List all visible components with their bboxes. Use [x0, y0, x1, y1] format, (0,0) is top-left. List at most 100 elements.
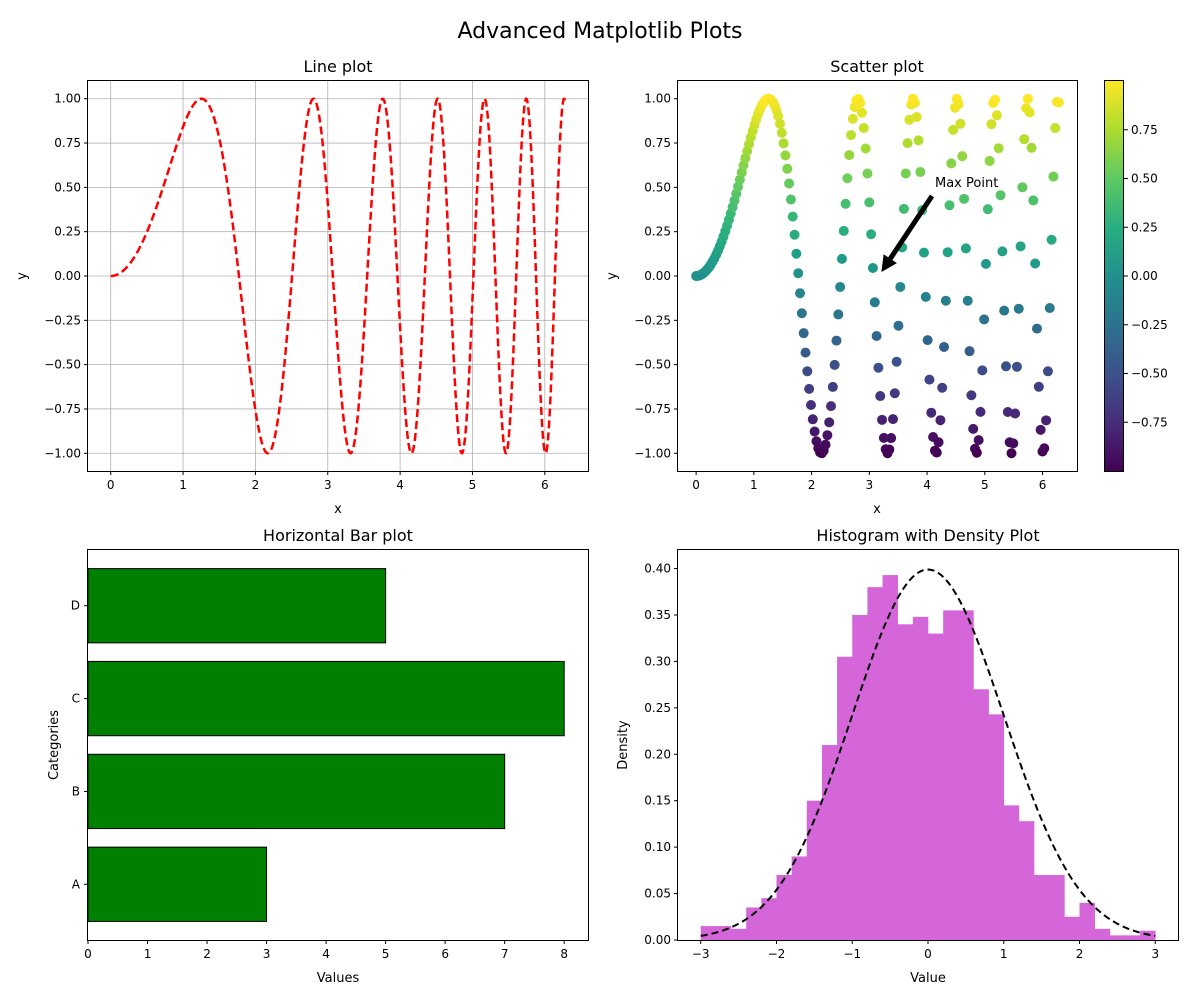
scatter-point: [926, 407, 937, 418]
bar-xtick-label: 1: [144, 947, 152, 961]
scatter-point: [782, 163, 793, 174]
annotation-arrow-head: [881, 254, 897, 272]
scatter-point: [784, 178, 795, 189]
scatter-point: [973, 435, 984, 446]
scatter-point: [827, 381, 838, 392]
scatter-point: [887, 414, 898, 425]
colorbar-tick-label: 0.50: [1131, 172, 1158, 186]
scatter-point: [869, 297, 880, 308]
scatter-ytick-label: −0.50: [634, 358, 671, 372]
scatter-point: [931, 447, 942, 458]
scatter-point: [898, 203, 909, 214]
scatter-point: [773, 111, 784, 122]
scatter-point: [913, 135, 924, 146]
scatter-point: [964, 346, 975, 357]
scatter-point: [1013, 303, 1024, 314]
histogram-bin: [973, 689, 989, 940]
bar-plot-panel: Horizontal Bar plot A B C D 0 1 2 3 4 5 6 7 8 Values…: [47, 526, 589, 986]
scatter-ytick-label: 1.00: [644, 92, 671, 106]
scatter-point: [891, 356, 902, 367]
annotation-text: Max Point: [935, 176, 998, 191]
colorbar-tick-label: −0.50: [1131, 367, 1168, 381]
scatter-point: [875, 391, 886, 402]
scatter-point: [802, 366, 813, 377]
scatter-point: [871, 331, 882, 341]
scatter-point: [776, 127, 787, 138]
scatter-point: [873, 362, 884, 373]
scatter-point: [860, 143, 871, 154]
line-plot-ticks: 0 1 2 3 4 5 6 −1.00 −0.75 −0.50 −0.25 0.00 0.25 0.50 0…: [44, 92, 548, 492]
histogram-bin: [776, 875, 792, 940]
scatter-ytick-label: 0.75: [644, 136, 671, 150]
line-plot-ytick-label: −0.75: [44, 402, 81, 416]
scatter-annotation: Max Point: [881, 176, 998, 272]
scatter-point: [982, 204, 993, 215]
scatter-ytick-label: 0.50: [644, 180, 671, 194]
scatter-point: [948, 124, 959, 135]
scatter-point: [886, 433, 897, 444]
scatter-point: [864, 197, 875, 208]
line-plot-xlabel: x: [334, 502, 342, 517]
colorbar: [1104, 80, 1124, 472]
scatter-point: [847, 113, 858, 124]
scatter-point: [840, 198, 851, 209]
scatter-point: [842, 173, 853, 184]
scatter-point: [884, 444, 895, 455]
histogram-xtick-label: 0: [924, 947, 932, 961]
histogram-bin: [837, 656, 853, 940]
scatter-point: [977, 365, 988, 376]
bar-plot-title: Horizontal Bar plot: [263, 526, 413, 545]
scatter-point: [942, 247, 953, 258]
scatter-point: [962, 295, 973, 306]
scatter-point: [800, 347, 811, 358]
line-plot-grid: [88, 81, 588, 471]
scatter-point: [900, 168, 911, 179]
colorbar-tick-label: −0.25: [1131, 318, 1168, 332]
scatter-ytick-label: 0.00: [644, 269, 671, 283]
histogram-xtick-label: 3: [1151, 947, 1159, 961]
scatter-ytick-label: −0.25: [634, 313, 671, 327]
scatter-point: [939, 341, 950, 352]
scatter-point: [826, 401, 837, 412]
scatter-point: [1028, 195, 1039, 206]
line-plot-ytick-label: 1.00: [54, 92, 81, 106]
histogram-bin: [700, 926, 717, 940]
bar-ytick-label: A: [72, 877, 81, 891]
line-plot-panel: Line plot 0 1 2 3 4 5 6 −1.00 −0.75 −0.50 −0.25 0.0…: [15, 57, 589, 517]
line-plot-ytick-label: 0.50: [54, 180, 81, 194]
scatter-plot-xlabel: x: [873, 502, 881, 517]
bar-ytick-label: B: [72, 784, 80, 798]
scatter-point: [979, 314, 990, 325]
histogram-xtick-label: 1: [1000, 947, 1008, 961]
line-plot-xtick-label: 3: [324, 478, 332, 492]
histogram-xtick-label: −3: [692, 947, 710, 961]
scatter-point: [855, 98, 866, 109]
scatter-point: [798, 328, 809, 339]
scatter-point: [780, 150, 791, 161]
histogram-bin: [791, 856, 808, 940]
histogram-title: Histogram with Density Plot: [816, 526, 1039, 545]
histogram-bin: [988, 714, 1005, 940]
scatter-point: [993, 143, 1004, 154]
histogram-bin: [852, 615, 868, 940]
scatter-point: [984, 155, 995, 166]
scatter-point: [1041, 415, 1052, 426]
scatter-point: [877, 414, 888, 425]
scatter-point: [778, 138, 789, 149]
histogram-xtick-label: −1: [843, 947, 861, 961]
scatter-point: [838, 225, 849, 236]
colorbar-tick-label: 0.75: [1131, 123, 1158, 137]
scatter-point: [785, 194, 796, 205]
line-plot-area: [110, 96, 567, 455]
histogram-ytick-label: 0.10: [644, 840, 671, 854]
scatter-point: [920, 291, 931, 302]
scatter-point: [1001, 361, 1012, 372]
histogram-bin: [928, 633, 944, 940]
bar-plot-ylabel: Categories: [47, 710, 62, 780]
scatter-plot-panel: Scatter plot 0 1 2 3 4 5 6 −1.00 −0.75 −0.50 −0.25…: [605, 57, 1168, 517]
scatter-point: [857, 107, 868, 118]
scatter-point: [824, 417, 835, 428]
scatter-point: [807, 414, 818, 425]
scatter-point: [1048, 171, 1059, 182]
scatter-point: [1046, 234, 1057, 245]
